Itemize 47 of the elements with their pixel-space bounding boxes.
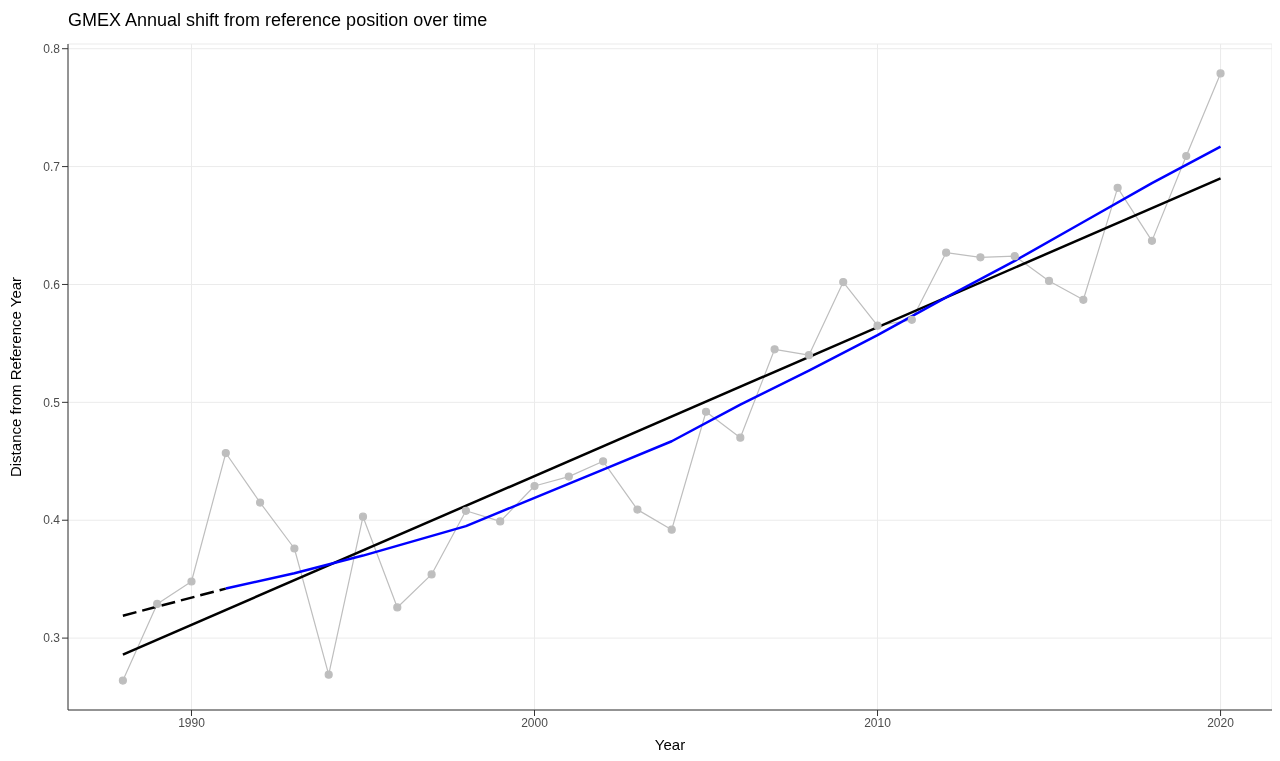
point	[118, 676, 127, 685]
line-series	[224, 145, 1222, 590]
point	[701, 407, 711, 416]
y-axis-title: Distance from Reference Year	[7, 276, 25, 478]
point	[1147, 236, 1157, 245]
point	[873, 321, 882, 330]
point	[393, 603, 402, 612]
y-tick-label: 0.4	[43, 513, 61, 528]
x-tick-label: 2010	[864, 715, 892, 730]
point	[290, 544, 299, 553]
y-tick-label: 0.5	[43, 395, 61, 410]
point	[530, 481, 539, 491]
point	[942, 248, 951, 257]
point	[324, 670, 333, 679]
y-tick-label: 0.7	[43, 159, 61, 174]
x-tick-label: 2000	[521, 715, 549, 730]
point	[564, 472, 573, 481]
point	[1079, 295, 1088, 304]
point	[1113, 183, 1122, 192]
x-tick-label: 1990	[178, 715, 206, 730]
point	[1182, 151, 1191, 161]
y-tick-label: 0.3	[43, 631, 61, 646]
point	[770, 345, 779, 354]
point	[1216, 69, 1225, 78]
point	[804, 351, 814, 360]
point	[976, 253, 985, 262]
point	[221, 448, 230, 458]
point	[153, 599, 162, 609]
point	[633, 505, 642, 514]
x-axis-title: Year	[654, 736, 686, 753]
point	[255, 498, 265, 507]
x-tick-label: 2020	[1207, 715, 1235, 730]
point	[427, 570, 436, 579]
point	[1010, 252, 1019, 261]
point	[839, 278, 848, 287]
point	[461, 506, 470, 515]
point	[496, 517, 505, 526]
point	[358, 512, 368, 521]
point	[736, 433, 745, 442]
point	[667, 525, 676, 534]
chart-title: GMEX Annual shift from reference position over time	[67, 9, 489, 32]
point	[907, 315, 916, 324]
point	[599, 457, 608, 466]
y-tick-label: 0.8	[43, 41, 61, 56]
y-tick-label: 0.6	[43, 277, 61, 292]
point	[1044, 276, 1054, 286]
point	[187, 577, 196, 586]
